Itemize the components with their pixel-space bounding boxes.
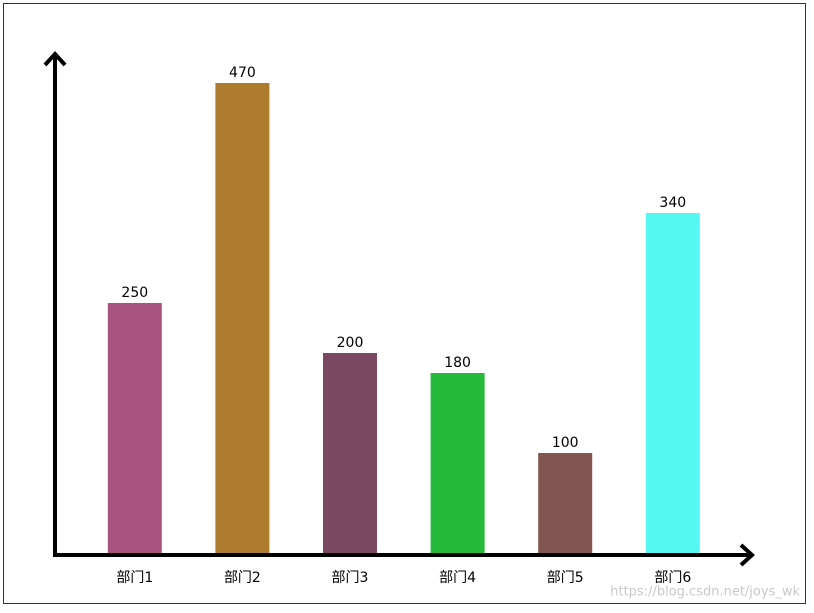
bar (215, 83, 270, 553)
value-label: 340 (659, 195, 686, 211)
watermark: https://blog.csdn.net/joys_wk (610, 585, 800, 600)
x-tick-label: 部门1 (116, 570, 153, 586)
x-arrow (739, 543, 755, 567)
x-tick-label: 部门2 (224, 570, 261, 586)
x-tick-label: 部门3 (332, 570, 369, 586)
value-label: 100 (552, 435, 579, 451)
bar (430, 373, 485, 553)
value-label: 250 (121, 285, 148, 301)
y-arrow (43, 51, 67, 67)
x-tick-label: 部门5 (547, 570, 584, 586)
bar (538, 453, 593, 553)
x-tick-label: 部门6 (654, 570, 691, 586)
value-label: 200 (337, 335, 364, 351)
bar (645, 213, 700, 553)
bar (107, 303, 162, 553)
value-label: 470 (229, 65, 256, 81)
x-tick-label: 部门4 (439, 570, 476, 586)
axes (43, 51, 755, 567)
value-label: 180 (444, 355, 471, 371)
bar (323, 353, 377, 553)
